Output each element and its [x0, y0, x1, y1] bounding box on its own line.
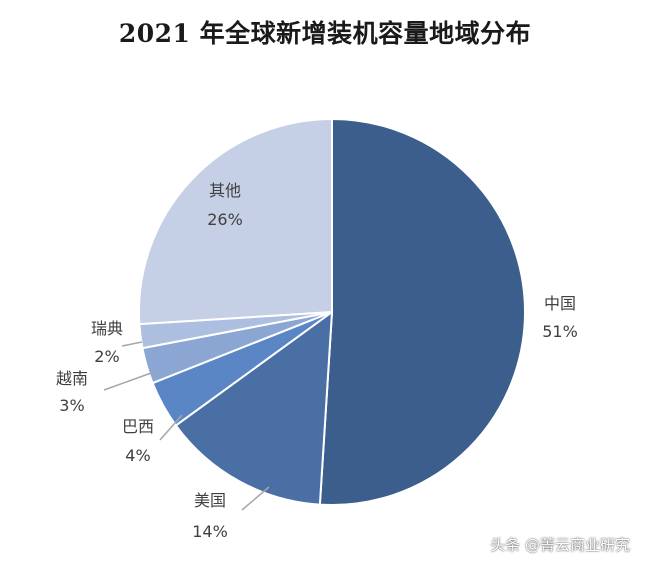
- leader-line-3: [103, 371, 155, 391]
- pie-slice-5: [138, 117, 333, 326]
- pie-slice-0: [318, 117, 526, 506]
- slice-label-name-3: 越南: [56, 369, 88, 388]
- slice-label-value-4: 2%: [94, 347, 119, 366]
- leader-lines: [103, 341, 270, 511]
- slice-label-value-2: 4%: [125, 446, 150, 465]
- slice-label-value-5: 26%: [207, 210, 243, 229]
- slice-label-name-4: 瑞典: [91, 319, 123, 338]
- leader-line-1: [241, 486, 270, 511]
- slice-label-value-1: 14%: [192, 522, 228, 541]
- slice-label-name-2: 巴西: [122, 417, 154, 436]
- pie-slice-1: [174, 309, 334, 506]
- leader-line-2: [159, 414, 183, 441]
- slice-label-value-3: 3%: [59, 396, 84, 415]
- watermark: 头条 @菁云商业研究: [490, 536, 630, 554]
- slice-labels: 中国 51% 美国 14% 巴西 4% 越南 3% 瑞典 2% 其他 26%: [56, 181, 578, 541]
- chart-title: 2021 年全球新增装机容量地域分布: [118, 19, 532, 48]
- slice-label-name-1: 美国: [194, 491, 226, 510]
- leader-line-4: [121, 341, 143, 347]
- slice-label-name-5: 其他: [209, 181, 241, 200]
- pie-slices: [138, 117, 526, 506]
- slice-label-name-0: 中国: [544, 294, 576, 313]
- slice-label-value-0: 51%: [542, 322, 578, 341]
